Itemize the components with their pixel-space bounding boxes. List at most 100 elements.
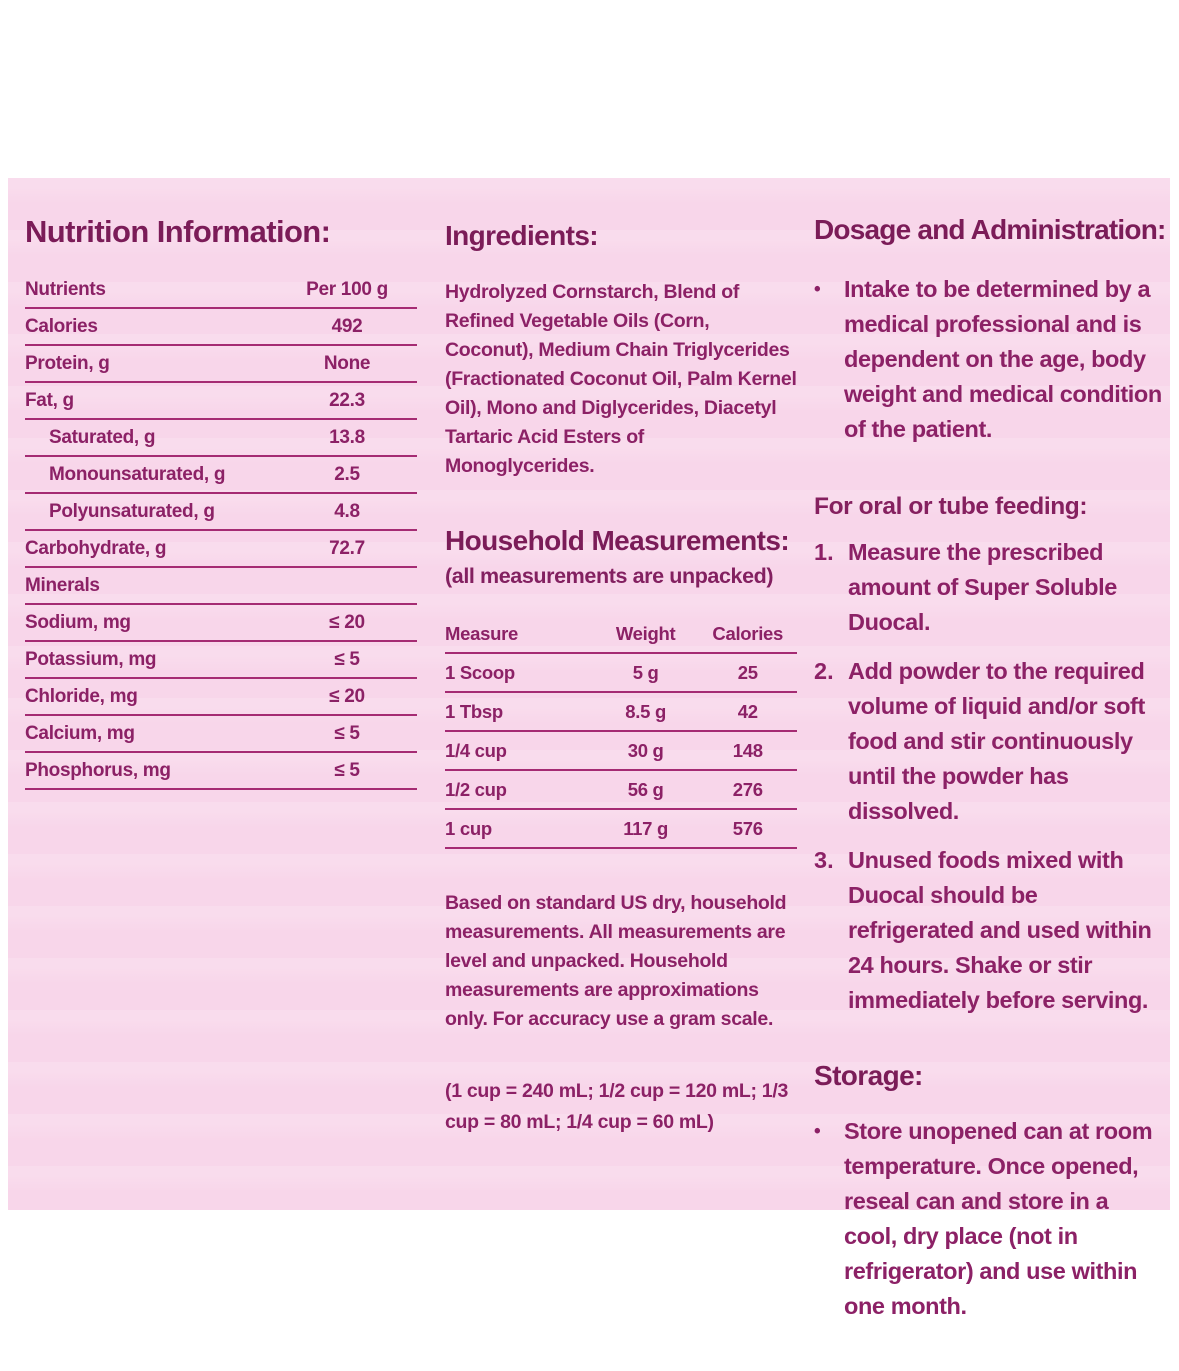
weight-cell: 56 g: [592, 770, 699, 810]
household-row: 1 cup 117 g 576: [445, 809, 797, 849]
nutrition-title: Nutrition Information:: [25, 214, 331, 249]
storage-text: Store unopened can at room temperature. …: [844, 1118, 1153, 1319]
step-text: Unused foods mixed with Duocal should be…: [848, 847, 1152, 1013]
weight-cell: 117 g: [592, 809, 699, 849]
product-label-panel: Nutrition Information: Nutrients Per 100…: [8, 178, 1170, 1319]
household-note: Based on standard US dry, household meas…: [445, 892, 787, 1030]
nutrient-name: Calcium, mg: [25, 715, 277, 753]
nutrition-header-row: Nutrients Per 100 g: [25, 272, 417, 309]
nutrient-value: ≤ 5: [277, 641, 417, 679]
bullet-icon: •: [814, 279, 821, 300]
step-number: 1.: [814, 539, 834, 565]
nutrient-value: None: [277, 345, 417, 383]
nutrition-row: Protein, g None: [25, 345, 417, 383]
nutrient-name: Phosphorus, mg: [25, 752, 277, 790]
calories-cell: 42: [698, 692, 797, 732]
ingredients-column: Ingredients: Hydrolyzed Cornstarch, Blen…: [445, 178, 797, 1138]
household-row: 1/4 cup 30 g 148: [445, 731, 797, 771]
nutrition-row: Calories 492: [25, 308, 417, 346]
nutrient-name: Saturated, g: [25, 419, 277, 457]
nutrient-value: 13.8: [277, 419, 417, 457]
nutrient-name: Minerals: [25, 567, 277, 605]
household-measurements-table: Measure Weight Calories 1 Scoop 5 g 25 1 Tb…: [445, 615, 797, 849]
measure-cell: 1/4 cup: [445, 731, 593, 771]
nutrition-row: Fat, g 22.3: [25, 382, 417, 420]
dosage-bullet-item: • Intake to be determined by a medical p…: [814, 272, 1166, 447]
nutrient-name: Carbohydrate, g: [25, 530, 277, 568]
nutrition-header-nutrients: Nutrients: [25, 272, 277, 309]
weight-cell: 8.5 g: [592, 692, 699, 732]
nutrient-name: Protein, g: [25, 345, 277, 383]
dosage-title: Dosage and Administration:: [814, 214, 1166, 245]
household-measurements-title: Household Measurements:: [445, 525, 790, 556]
calories-cell: 276: [698, 770, 797, 810]
calories-cell: 148: [698, 731, 797, 771]
household-header-measure: Measure: [445, 615, 593, 654]
nutrient-name: Chloride, mg: [25, 678, 277, 716]
nutrient-name: Calories: [25, 308, 277, 346]
weight-cell: 30 g: [592, 731, 699, 771]
dosage-column: Dosage and Administration: • Intake to b…: [814, 178, 1166, 1324]
household-row: 1/2 cup 56 g 276: [445, 770, 797, 810]
step-text: Add powder to the required volume of liq…: [848, 658, 1145, 824]
household-table-body: 1 Scoop 5 g 25 1 Tbsp 8.5 g 42 1/4 cup 30 g 148 1…: [445, 653, 797, 849]
bullet-icon: •: [814, 1121, 821, 1142]
nutrition-header-per100g: Per 100 g: [277, 272, 417, 309]
feeding-step: 3. Unused foods mixed with Duocal should …: [814, 843, 1166, 1018]
step-text: Measure the prescribed amount of Super S…: [848, 539, 1117, 635]
cup-conversions-note: (1 cup = 240 mL; 1/2 cup = 120 mL; 1/3 c…: [445, 1080, 788, 1133]
nutrition-row: Potassium, mg ≤ 5: [25, 641, 417, 679]
nutrition-row: Sodium, mg ≤ 20: [25, 604, 417, 642]
storage-bullet-item: • Store unopened can at room temperature…: [814, 1114, 1166, 1324]
household-header-calories: Calories: [698, 615, 797, 654]
weight-cell: 5 g: [592, 653, 699, 693]
nutrition-table-body: Calories 492 Protein, g None Fat, g 22.3 Satur…: [25, 308, 417, 790]
nutrient-name: Sodium, mg: [25, 604, 277, 642]
storage-title: Storage:: [814, 1060, 923, 1091]
nutrition-row: Carbohydrate, g 72.7: [25, 530, 417, 568]
nutrient-value: [277, 567, 417, 605]
ingredients-title: Ingredients:: [445, 220, 599, 251]
step-number: 2.: [814, 658, 834, 684]
nutrient-value: 22.3: [277, 382, 417, 420]
measure-cell: 1 Scoop: [445, 653, 593, 693]
nutrient-name: Monounsaturated, g: [25, 456, 277, 494]
nutrition-column: Nutrition Information: Nutrients Per 100…: [25, 178, 417, 790]
feeding-steps-list: 1. Measure the prescribed amount of Super…: [814, 535, 1166, 1018]
nutrient-value: ≤ 20: [277, 678, 417, 716]
nutrition-row: Phosphorus, mg ≤ 5: [25, 752, 417, 790]
measure-cell: 1/2 cup: [445, 770, 593, 810]
nutrient-name: Polyunsaturated, g: [25, 493, 277, 531]
nutrient-value: ≤ 5: [277, 752, 417, 790]
ingredients-text: Hydrolyzed Cornstarch, Blend of Refined …: [445, 281, 797, 477]
household-measurements-subtitle: (all measurements are unpacked): [445, 564, 774, 588]
nutrition-row: Monounsaturated, g 2.5: [25, 456, 417, 494]
calories-cell: 576: [698, 809, 797, 849]
nutrition-row: Calcium, mg ≤ 5: [25, 715, 417, 753]
measure-cell: 1 cup: [445, 809, 593, 849]
step-number: 3.: [814, 847, 834, 873]
measure-cell: 1 Tbsp: [445, 692, 593, 732]
nutrient-name: Potassium, mg: [25, 641, 277, 679]
feeding-subtitle: For oral or tube feeding:: [814, 493, 1088, 520]
nutrition-row: Chloride, mg ≤ 20: [25, 678, 417, 716]
household-header-weight: Weight: [592, 615, 699, 654]
feeding-step: 2. Add powder to the required volume of l…: [814, 654, 1166, 829]
household-row: 1 Scoop 5 g 25: [445, 653, 797, 693]
calories-cell: 25: [698, 653, 797, 693]
nutrient-value: 492: [277, 308, 417, 346]
feeding-step: 1. Measure the prescribed amount of Super…: [814, 535, 1166, 640]
nutrition-row: Saturated, g 13.8: [25, 419, 417, 457]
nutrition-table: Nutrients Per 100 g Calories 492 Protein, …: [25, 272, 417, 790]
nutrient-value: 4.8: [277, 493, 417, 531]
nutrient-name: Fat, g: [25, 382, 277, 420]
dosage-intro-text: Intake to be determined by a medical pro…: [844, 276, 1162, 442]
nutrient-value: 72.7: [277, 530, 417, 568]
household-row: 1 Tbsp 8.5 g 42: [445, 692, 797, 732]
nutrition-row: Minerals: [25, 567, 417, 605]
nutrient-value: 2.5: [277, 456, 417, 494]
nutrient-value: ≤ 5: [277, 715, 417, 753]
nutrition-row: Polyunsaturated, g 4.8: [25, 493, 417, 531]
nutrient-value: ≤ 20: [277, 604, 417, 642]
household-header-row: Measure Weight Calories: [445, 615, 797, 654]
